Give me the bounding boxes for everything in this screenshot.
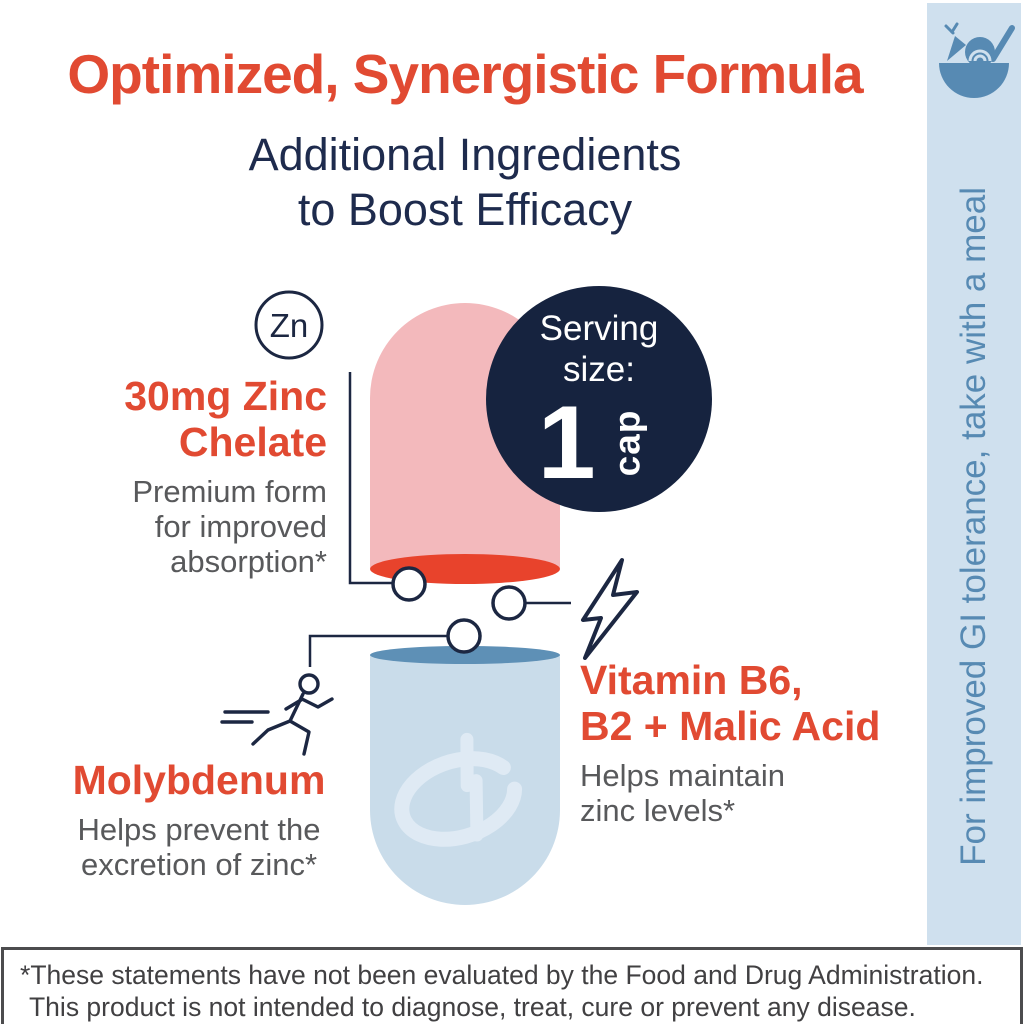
zinc-title-line-2: Chelate <box>178 418 327 465</box>
connector-lines <box>308 372 571 667</box>
subtitle-line-1: Additional Ingredients <box>248 129 682 180</box>
meal-bowl-icon <box>939 22 1015 98</box>
page-subtitle: Additional Ingredients to Boost Efficacy <box>0 128 930 238</box>
sidebar-vertical-text-wrap: For improved GI tolerance, take with a m… <box>927 115 1021 937</box>
vitamin-desc-line-2: zinc levels* <box>580 792 736 828</box>
serving-label-line-1: Serving <box>539 308 659 348</box>
runner-icon <box>220 673 334 756</box>
serving-number: 1 <box>537 384 596 501</box>
vitamin-title: Vitamin B6, B2 + Malic Acid <box>580 657 930 750</box>
sidebar: For improved GI tolerance, take with a m… <box>927 3 1021 945</box>
ingredient-vitamin-block: Vitamin B6, B2 + Malic Acid Helps mainta… <box>580 657 930 828</box>
molybdenum-description: Helps prevent the excretion of zinc* <box>38 812 360 882</box>
granule-ball-2 <box>491 585 527 621</box>
zinc-description: Premium form for improved absorption* <box>0 474 327 579</box>
serving-label-line-2: size: <box>563 350 635 390</box>
sidebar-vertical-text: For improved GI tolerance, take with a m… <box>954 186 993 866</box>
zinc-desc-line-2: for improved <box>154 508 327 544</box>
serving-size-badge: Serving size: 1 cap <box>486 286 712 512</box>
molybdenum-desc-line-2: excretion of zinc* <box>80 846 318 882</box>
lightning-icon <box>581 558 639 660</box>
capsule-bottom-opening <box>370 646 560 664</box>
subtitle-line-2: to Boost Efficacy <box>297 183 633 235</box>
vitamin-description: Helps maintain zinc levels* <box>580 758 930 828</box>
molybdenum-title: Molybdenum <box>72 757 326 803</box>
zinc-symbol-icon: Zn <box>254 290 324 360</box>
ingredient-zinc-block: 30mg Zinc Chelate Premium form for impro… <box>0 373 327 579</box>
granule-ball-3 <box>446 618 482 654</box>
zinc-symbol-text: Zn <box>270 307 309 344</box>
brand-swoosh-icon <box>394 732 523 847</box>
zinc-desc-line-3: absorption* <box>170 543 327 579</box>
granule-ball-1 <box>391 566 427 602</box>
page-title: Optimized, Synergistic Formula <box>67 43 863 105</box>
vitamin-title-line-2: B2 + Malic Acid <box>580 702 881 749</box>
zinc-desc-line-1: Premium form <box>132 473 327 509</box>
zinc-title-line-1: 30mg Zinc <box>124 373 327 419</box>
granule-balls <box>391 566 527 654</box>
disclaimer-line-2: This product is not intended to diagnose… <box>29 992 916 1023</box>
disclaimer-line-1: *These statements have not been evaluate… <box>20 960 984 990</box>
vitamin-desc-line-1: Helps maintain <box>580 757 786 793</box>
molybdenum-desc-line-1: Helps prevent the <box>77 811 321 847</box>
vitamin-title-line-1: Vitamin B6, <box>580 657 803 703</box>
serving-unit: cap <box>605 409 647 477</box>
zinc-title: 30mg Zinc Chelate <box>0 373 327 466</box>
fda-disclaimer: *These statements have not been evaluate… <box>1 947 1023 1024</box>
ingredient-molybdenum-block: Molybdenum Helps prevent the excretion o… <box>38 757 360 882</box>
serving-amount: 1 cap <box>537 384 661 501</box>
